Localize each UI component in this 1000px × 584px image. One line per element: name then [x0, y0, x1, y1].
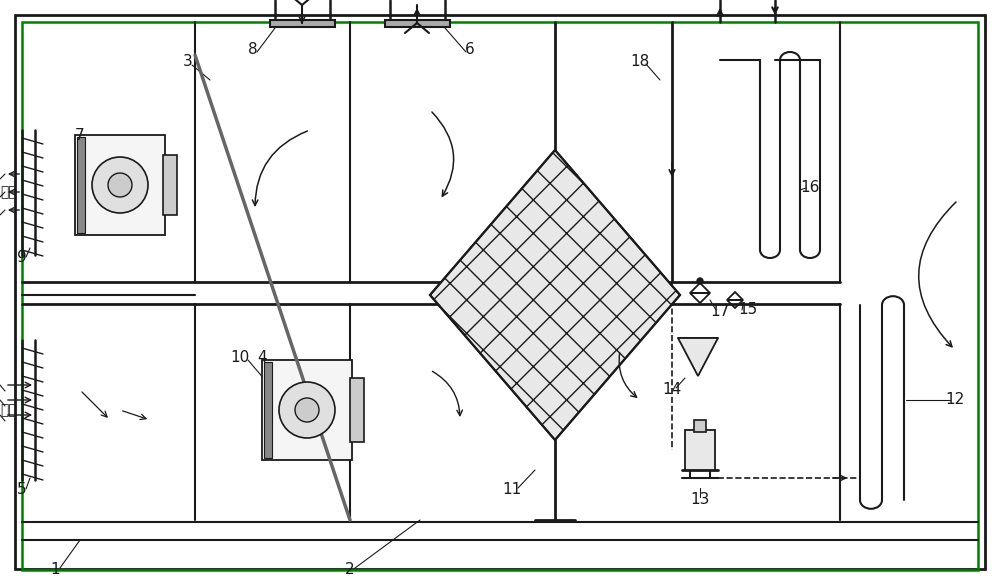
Text: 17: 17 — [710, 304, 730, 319]
Text: 7: 7 — [75, 127, 85, 142]
Text: 新风: 新风 — [0, 403, 17, 417]
Polygon shape — [678, 338, 718, 376]
Bar — [350, 378, 364, 442]
Bar — [264, 362, 272, 458]
Text: 12: 12 — [945, 392, 965, 408]
Text: 11: 11 — [502, 482, 522, 498]
Text: 8: 8 — [248, 43, 258, 57]
Text: 18: 18 — [630, 54, 650, 69]
Text: 1: 1 — [50, 562, 60, 578]
Circle shape — [279, 382, 335, 438]
Text: 16: 16 — [800, 180, 820, 196]
Text: 3: 3 — [183, 54, 193, 69]
Circle shape — [92, 157, 148, 213]
Text: 9: 9 — [17, 251, 27, 266]
Text: 10: 10 — [230, 350, 250, 366]
Bar — [685, 430, 715, 470]
Bar — [262, 360, 352, 460]
Bar — [270, 20, 335, 27]
Text: 排风: 排风 — [0, 185, 17, 199]
Text: 2: 2 — [345, 562, 355, 578]
Text: 13: 13 — [690, 492, 710, 507]
Text: 14: 14 — [662, 383, 682, 398]
Circle shape — [295, 398, 319, 422]
Polygon shape — [430, 150, 680, 440]
Bar — [385, 20, 450, 27]
Bar — [75, 135, 165, 235]
Text: 4: 4 — [257, 350, 267, 366]
Text: 15: 15 — [738, 303, 758, 318]
Text: 5: 5 — [17, 482, 27, 498]
Text: 6: 6 — [465, 43, 475, 57]
Circle shape — [108, 173, 132, 197]
Circle shape — [697, 278, 703, 284]
Bar — [163, 155, 177, 215]
Bar — [77, 137, 85, 233]
Bar — [694, 420, 706, 432]
